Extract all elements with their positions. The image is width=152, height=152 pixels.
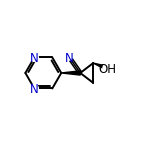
Circle shape xyxy=(66,54,72,60)
Circle shape xyxy=(30,85,38,92)
Text: N: N xyxy=(30,52,39,65)
Text: OH: OH xyxy=(98,63,116,76)
Circle shape xyxy=(103,64,112,73)
Text: N: N xyxy=(65,52,73,65)
Polygon shape xyxy=(61,71,80,75)
Text: N: N xyxy=(30,83,39,97)
Polygon shape xyxy=(93,63,108,70)
Circle shape xyxy=(30,54,38,61)
